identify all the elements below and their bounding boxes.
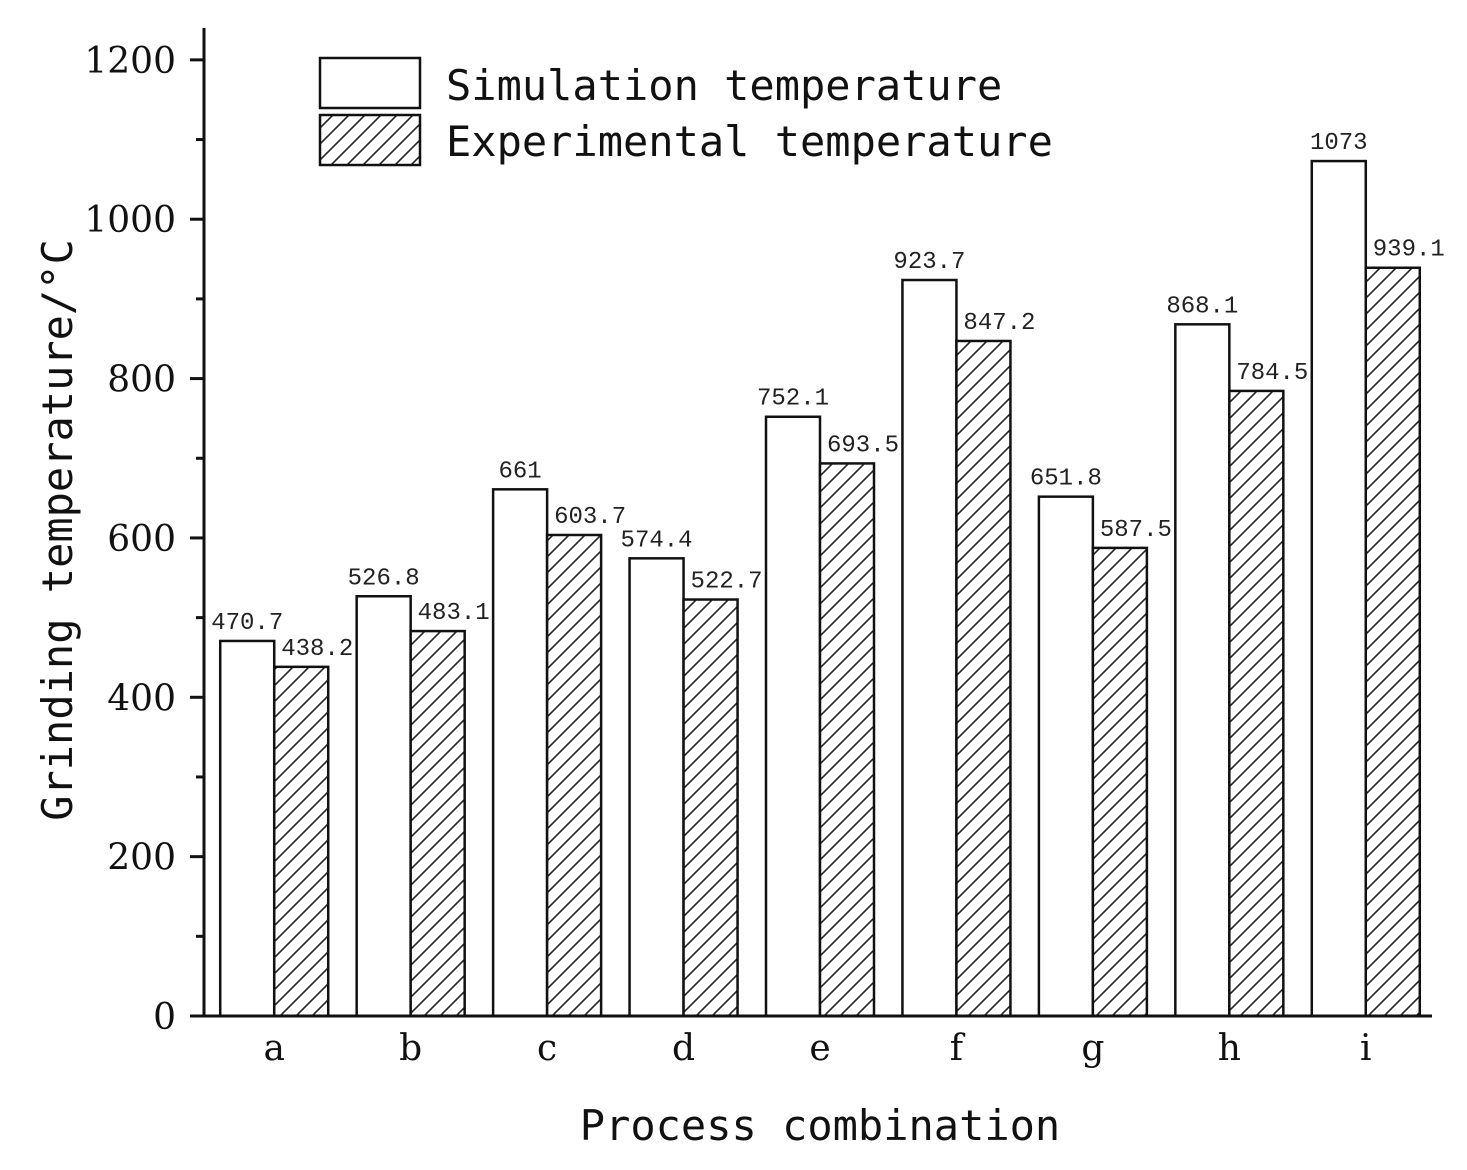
data-label-simulation-d: 574.4 xyxy=(621,527,693,554)
legend-swatch-simulation xyxy=(318,56,422,110)
y-tick-label-0: 0 xyxy=(153,997,176,1038)
bar-experimental-e xyxy=(818,462,876,1018)
x-axis-title: Process combination xyxy=(580,1101,1060,1150)
data-label-experimental-a: 438.2 xyxy=(281,636,353,663)
x-tick-label-c: c xyxy=(537,1028,557,1069)
data-label-simulation-e: 752.1 xyxy=(757,386,829,413)
x-tick-label-d: d xyxy=(672,1028,695,1069)
data-label-experimental-h: 784.5 xyxy=(1236,360,1308,387)
bar-experimental-d xyxy=(682,598,739,1018)
x-tick-label-f: f xyxy=(950,1028,966,1069)
data-label-simulation-a: 470.7 xyxy=(211,610,283,637)
data-label-simulation-g: 651.8 xyxy=(1030,466,1102,493)
bar-simulation-b xyxy=(355,595,412,1018)
y-axis-title: Grinding temperature/°C xyxy=(33,239,82,821)
bar-simulation-e xyxy=(764,415,822,1018)
data-label-simulation-h: 868.1 xyxy=(1166,293,1238,320)
bar-simulation-g xyxy=(1037,495,1095,1018)
legend-label-experimental: Experimental temperature xyxy=(446,117,1053,166)
data-label-simulation-f: 923.7 xyxy=(893,249,965,276)
bar-experimental-c xyxy=(545,533,603,1018)
bar-experimental-h xyxy=(1228,389,1285,1018)
data-label-experimental-g: 587.5 xyxy=(1100,517,1172,544)
y-tick-label-1200: 1200 xyxy=(84,41,176,82)
bar-experimental-g xyxy=(1091,546,1149,1018)
bars-layer xyxy=(218,159,1422,1018)
data-label-simulation-b: 526.8 xyxy=(348,565,420,592)
x-tick-label-a: a xyxy=(263,1028,284,1069)
legend: Simulation temperature Experimental tempe… xyxy=(318,56,1053,167)
y-tick-label-800: 800 xyxy=(107,360,176,401)
x-tick-label-b: b xyxy=(399,1028,422,1069)
data-label-experimental-f: 847.2 xyxy=(963,310,1035,337)
y-tick-label-200: 200 xyxy=(107,838,176,879)
data-label-experimental-e: 693.5 xyxy=(827,432,899,459)
x-tick-label-e: e xyxy=(809,1028,830,1069)
bar-experimental-i xyxy=(1364,266,1422,1018)
bar-experimental-a xyxy=(272,665,330,1018)
data-label-experimental-i: 939.1 xyxy=(1373,237,1445,264)
x-tick-label-g: g xyxy=(1081,1028,1104,1069)
data-label-experimental-d: 522.7 xyxy=(691,569,763,596)
bar-simulation-c xyxy=(491,488,549,1018)
data-label-simulation-i: 1073 xyxy=(1310,130,1368,157)
x-tick-label-h: h xyxy=(1218,1028,1241,1069)
bar-simulation-h xyxy=(1174,323,1231,1018)
bar-experimental-b xyxy=(409,629,466,1018)
bar-experimental-f xyxy=(955,339,1012,1018)
y-tick-label-1000: 1000 xyxy=(84,200,176,241)
axes-layer: a b c d e f g h i 0 200 400 600 800 1000 1200 Process co… xyxy=(33,28,1432,1150)
data-label-simulation-c: 661 xyxy=(499,458,542,485)
bar-simulation-f xyxy=(901,278,958,1018)
y-tick-label-400: 400 xyxy=(107,678,176,719)
x-tick-label-i: i xyxy=(1360,1028,1372,1069)
legend-swatch-experimental xyxy=(318,113,422,167)
bar-simulation-a xyxy=(218,639,276,1018)
legend-label-simulation: Simulation temperature xyxy=(446,61,1002,110)
data-label-experimental-c: 603.7 xyxy=(554,504,626,531)
bar-simulation-d xyxy=(628,557,685,1018)
data-label-experimental-b: 483.1 xyxy=(418,600,490,627)
y-tick-label-600: 600 xyxy=(107,519,176,560)
bar-simulation-i xyxy=(1310,159,1368,1018)
